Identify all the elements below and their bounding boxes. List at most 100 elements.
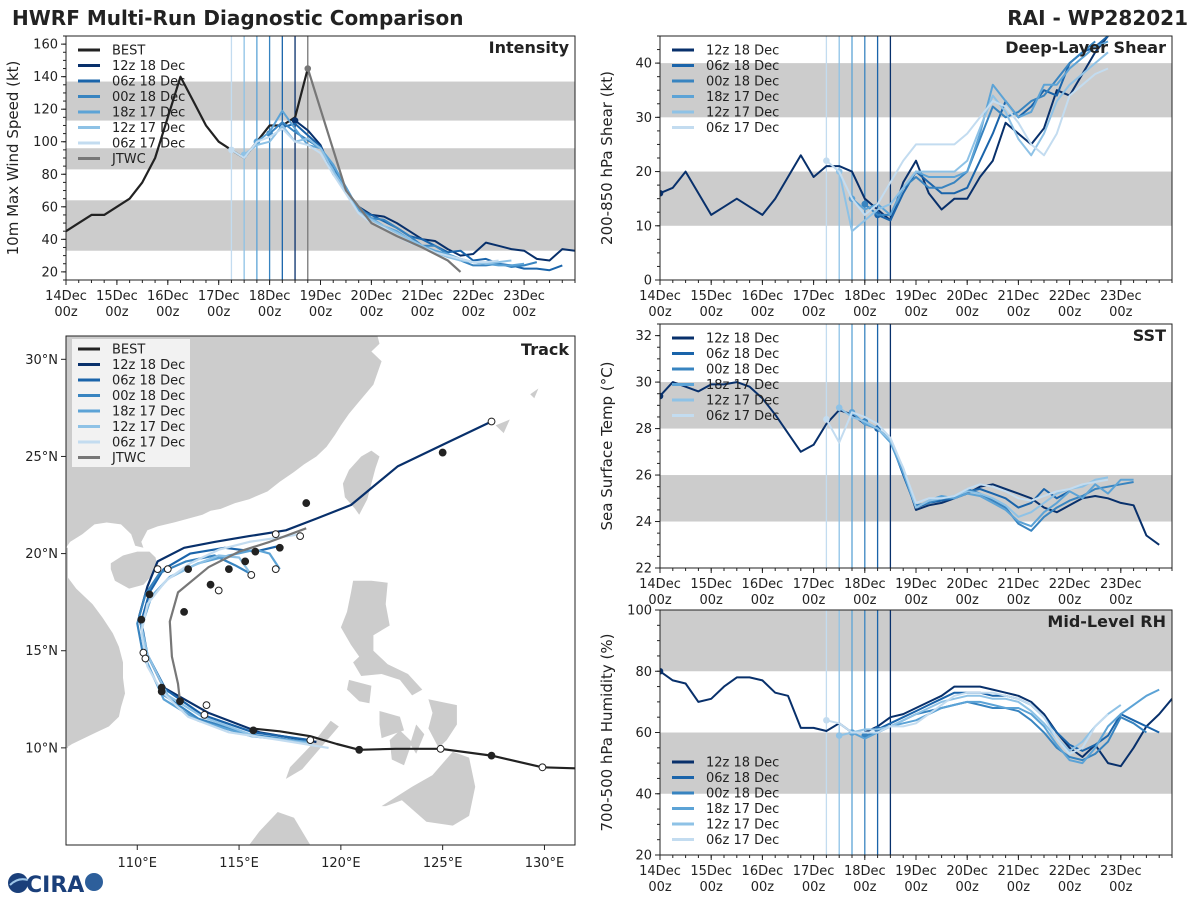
shear-legend-label-5: 06z 17 Dec [706,121,779,136]
land-samar-leyte [428,699,457,748]
intensity-xtick-day-0: 14Dec [45,289,87,304]
shear-band-1 [660,63,1172,118]
cira-logo-seal-icon [85,873,103,891]
shear-xtick-hour-5: 00z [904,305,928,320]
shear-xtick-day-3: 17Dec [793,289,835,304]
track-legend-label-6: 06z 17 Dec [112,436,185,451]
track-marker-1-2 [145,590,154,599]
rh-xtick-hour-8: 00z [1058,880,1082,895]
sst-xtick-hour-9: 00z [1109,593,1133,608]
rh-series-4-start [835,732,843,739]
shear-xtick-day-9: 23Dec [1100,289,1142,304]
shear-series-0-start [660,189,664,197]
land-okinawa [495,419,510,434]
sst-xtick-day-1: 15Dec [690,577,732,592]
rh-series-0-start [660,667,664,675]
rh-xtick-hour-3: 00z [802,880,826,895]
sst-xtick-hour-7: 00z [1007,593,1031,608]
rh-legend-label-2: 00z 18 Dec [706,787,779,802]
sst-series-0 [660,381,1160,546]
intensity-legend-label-4: 18z 17 Dec [112,106,185,121]
intensity-xtick-day-7: 21Dec [401,289,443,304]
sst-xtick-day-2: 16Dec [742,577,784,592]
rh-xtick-hour-2: 00z [751,880,775,895]
track-legend-label-5: 12z 17 Dec [112,420,185,435]
shear-xtick-day-8: 22Dec [1049,289,1091,304]
sst-xtick-day-3: 17Dec [793,577,835,592]
rh-xtick-hour-6: 00z [956,880,980,895]
rh-legend-label-4: 12z 17 Dec [706,818,779,833]
shear-xtick-hour-0: 00z [648,305,672,320]
intensity-ytick-label-5: 120 [33,103,58,118]
shear-xtick-day-7: 21Dec [998,289,1040,304]
rh-ytick-label-3: 80 [635,665,652,680]
land-palawan [285,720,339,779]
rh-xtick-day-7: 21Dec [998,864,1040,879]
track-legend-label-7: JTWC [111,451,146,466]
shear-legend-label-4: 12z 17 Dec [706,106,779,121]
rh-xtick-day-8: 22Dec [1049,864,1091,879]
intensity-ytick-label-4: 100 [33,135,58,150]
track-marker-2-2 [184,565,193,574]
sst-xtick-day-8: 22Dec [1049,577,1091,592]
intensity-xtick-day-6: 20Dec [351,289,393,304]
track-marker-4-3 [241,557,250,566]
sst-series-4 [838,406,1109,518]
intensity-series-1-start [291,117,299,124]
storm-id: RAI - WP282021 [1007,6,1188,30]
rh-band-0 [660,732,1172,794]
intensity-xtick-hour-5: 00z [309,305,333,320]
rh-legend-label-5: 06z 17 Dec [706,833,779,848]
track-marker-1-5 [487,417,496,426]
track-legend-label-2: 06z 18 Dec [112,374,185,389]
track-marker-0-0 [538,763,547,772]
rh-xtick-day-0: 14Dec [639,864,681,879]
land-west-edge [66,547,68,748]
track-frame [65,335,576,846]
shear-xtick-day-5: 19Dec [895,289,937,304]
cira-logo-text: CIRA [26,873,84,898]
land-mindanao [381,751,476,826]
intensity-xtick-day-3: 17Dec [198,289,240,304]
intensity-xtick-day-4: 18Dec [249,289,291,304]
intensity-xtick-hour-1: 00z [105,305,129,320]
land-luzon [340,580,423,696]
shear-series-5 [825,67,1109,216]
cira-logo: CIRA [8,873,103,898]
sst-xtick-day-4: 18Dec [844,577,886,592]
rh-xtick-day-1: 15Dec [690,864,732,879]
shear-band-0 [660,171,1172,226]
intensity-legend-label-3: 00z 18 Dec [112,90,185,105]
shear-legend-label-0: 12z 18 Dec [706,44,779,59]
land-hainan [110,551,158,589]
shear-xtick-day-2: 16Dec [742,289,784,304]
shear-xtick-hour-4: 00z [853,305,877,320]
intensity-series-group [66,68,575,273]
sst-xtick-hour-4: 00z [853,593,877,608]
sst-ylabel: Sea Surface Temp (°C) [598,361,616,530]
sst-xtick-hour-0: 00z [648,593,672,608]
rh-ytick-label-2: 60 [635,726,652,741]
shear-ytick-label-2: 20 [635,165,652,180]
rh-ytick-label-4: 100 [627,604,652,619]
track-marker-7-0 [176,697,184,706]
rh-xtick-hour-7: 00z [1007,880,1031,895]
shear-xtick-hour-3: 00z [802,305,826,320]
shear-series-group [660,36,1109,233]
shear-xtick-hour-7: 00z [1007,305,1031,320]
intensity-legend-label-1: 12z 18 Dec [112,59,185,74]
rh-xtick-hour-1: 00z [700,880,724,895]
track-marker-5-1 [141,654,150,663]
rh-legend-label-0: 12z 18 Dec [706,756,779,771]
track-title: Track [521,340,569,359]
rh-xtick-day-3: 17Dec [793,864,835,879]
track-marker-2-1 [137,615,146,624]
sst-band-1 [660,382,1172,429]
shear-legend-label-1: 06z 18 Dec [706,59,779,74]
intensity-xtick-hour-0: 00z [54,305,78,320]
rh-xtick-day-4: 18Dec [844,864,886,879]
sst-xtick-day-7: 21Dec [998,577,1040,592]
track-legend-label-1: 12z 18 Dec [112,358,185,373]
rh-legend-label-1: 06z 18 Dec [706,771,779,786]
track-marker-3-1 [206,580,215,589]
